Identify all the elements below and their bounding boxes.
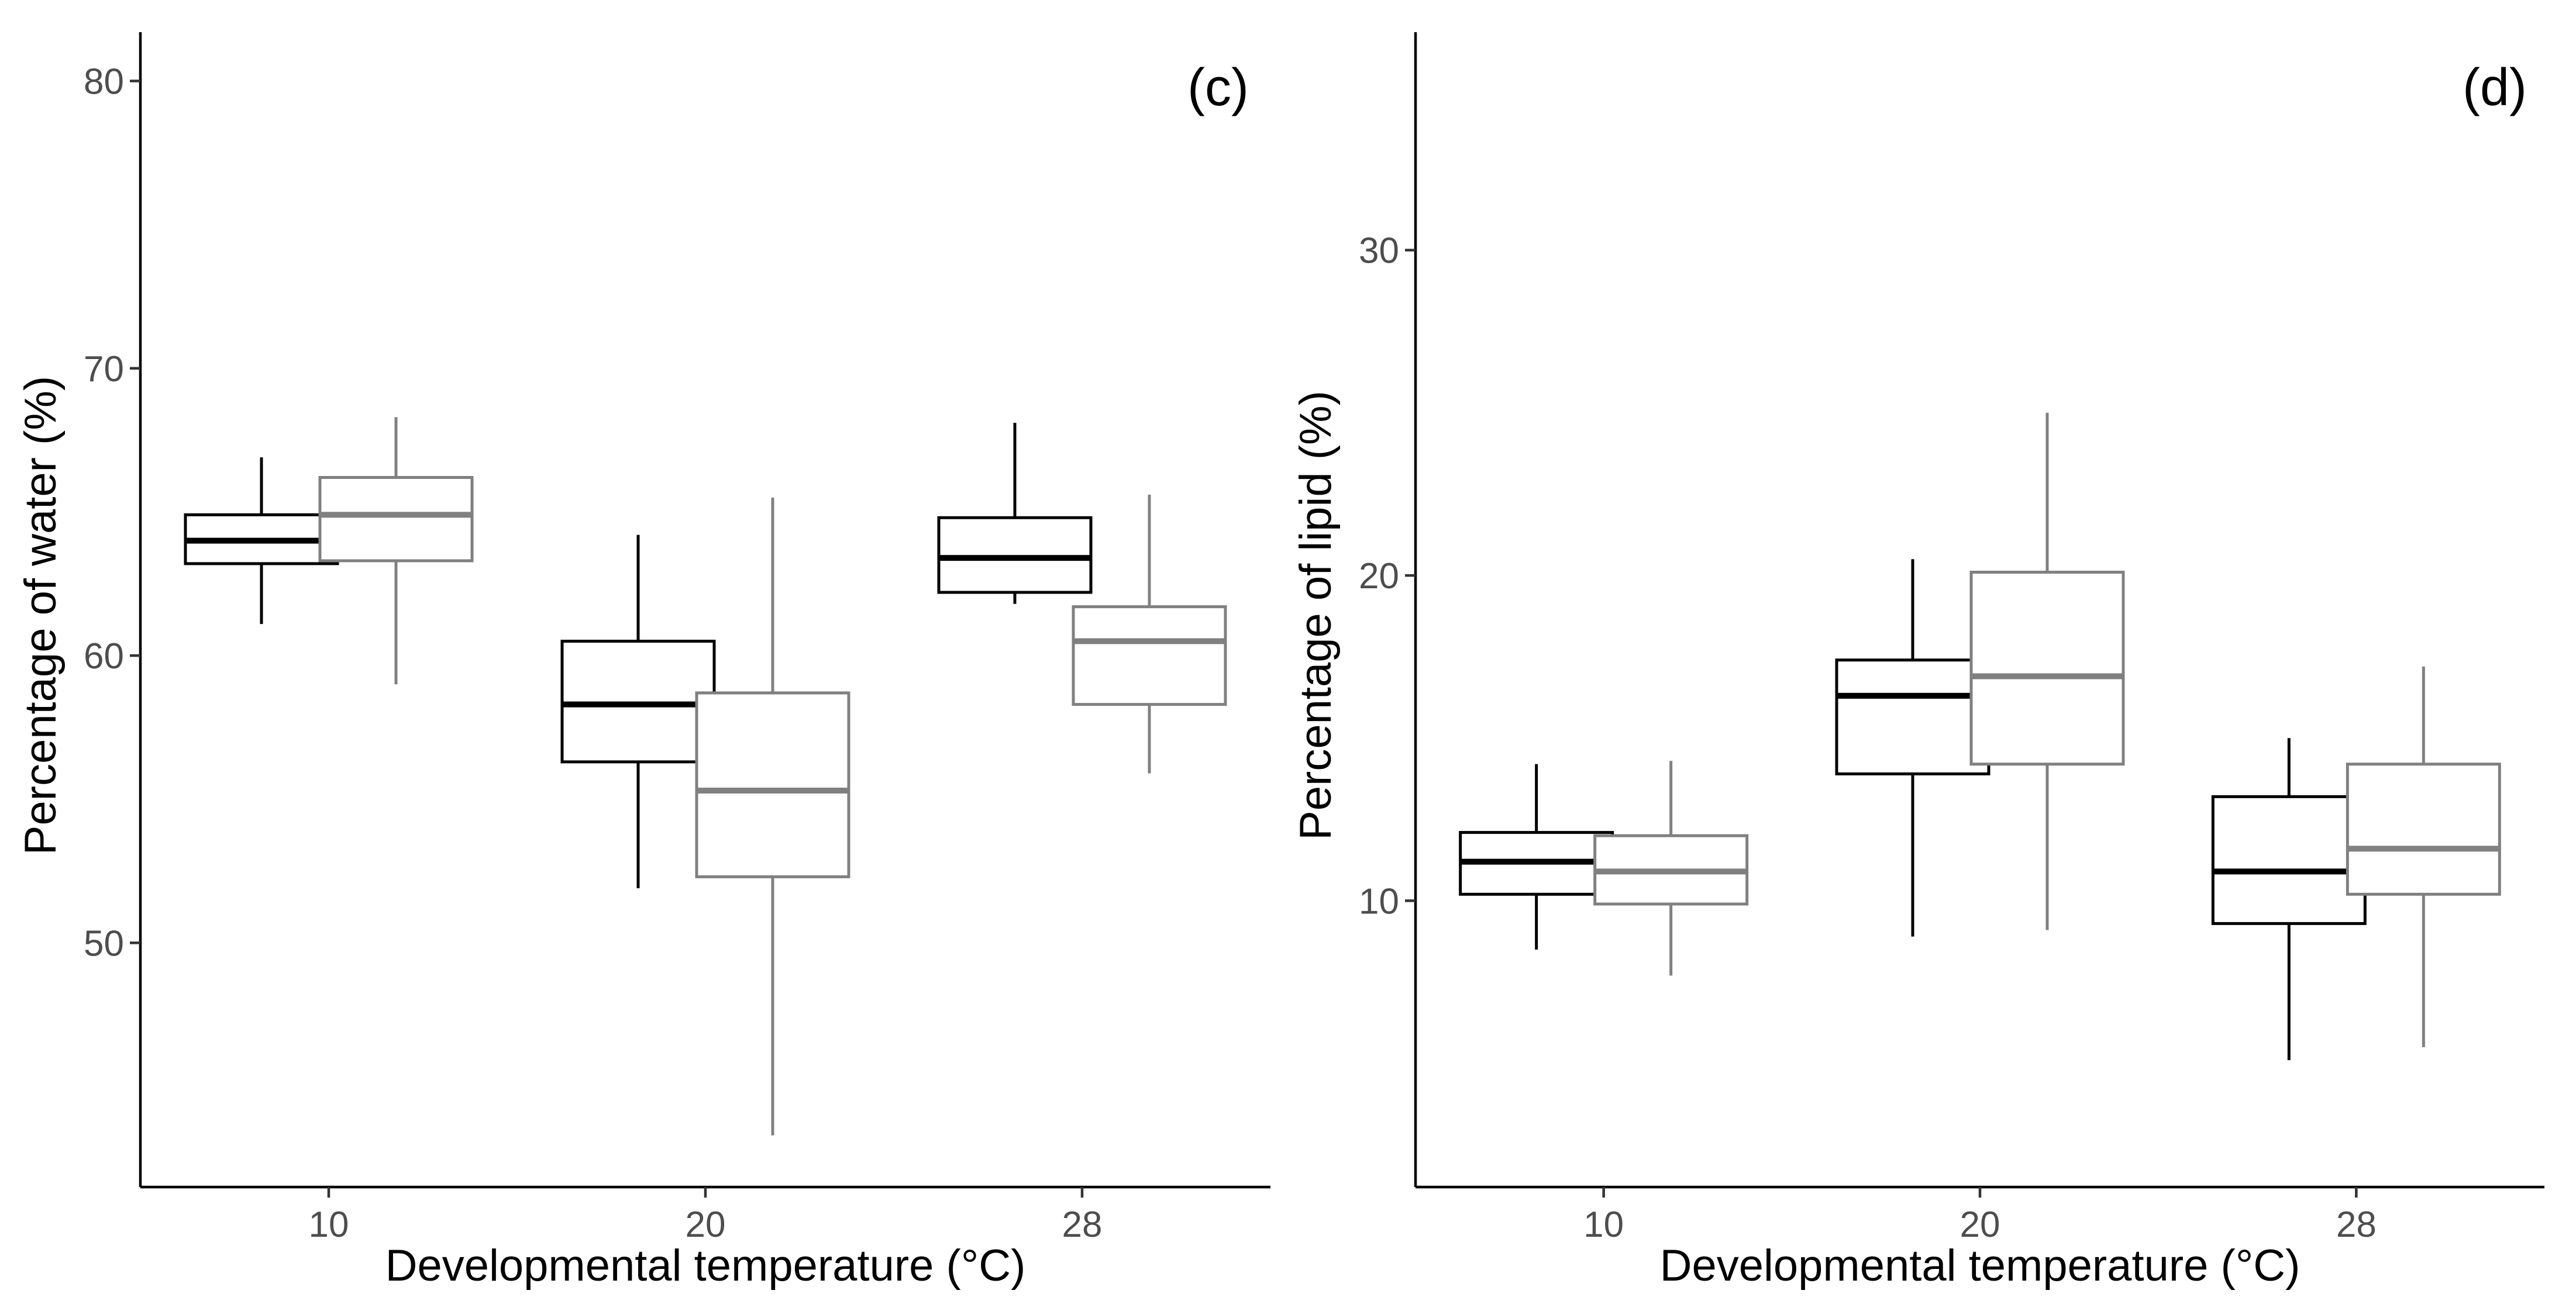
box-group-A-20 [560, 534, 716, 889]
panel-d: 10 20 30 10 20 28 Developmental temperature (°… [1291, 32, 2544, 1291]
box-group-B-20 [1969, 412, 2125, 930]
y-tick-label: 80 [84, 62, 124, 102]
box-group-A-10 [1459, 764, 1614, 950]
box-group-A-20 [1835, 559, 1990, 937]
iqr-box [1969, 571, 2125, 766]
x-tick-label: 20 [686, 1205, 726, 1245]
iqr-box [318, 476, 474, 563]
x-tick-label: 28 [1062, 1205, 1103, 1245]
y-tick-label: 20 [1359, 556, 1399, 596]
box-group-B-10 [318, 417, 474, 685]
y-tick-label: 30 [1359, 231, 1399, 271]
panel-label: (d) [2463, 58, 2527, 117]
y-axis-title: Percentage of water (%) [16, 376, 66, 855]
iqr-box [2346, 763, 2501, 896]
box-group-B-10 [1593, 761, 1749, 976]
x-axis-title: Developmental temperature (°C) [1660, 1241, 2301, 1291]
iqr-box [2211, 795, 2367, 925]
panel-c: 50 60 70 80 10 20 28 Developmental temperature … [16, 32, 1270, 1291]
y-tick-label: 70 [84, 349, 124, 389]
x-tick-label: 20 [1960, 1205, 2000, 1245]
x-tick-label: 28 [2336, 1205, 2377, 1245]
y-tick-label: 10 [1359, 881, 1399, 922]
y-tick-label: 60 [84, 636, 124, 677]
box-group-B-20 [695, 497, 850, 1136]
box-group-A-10 [184, 457, 339, 625]
box-group-A-28 [2211, 738, 2367, 1061]
box-group-B-28 [1072, 494, 1227, 774]
iqr-box [1835, 658, 1990, 775]
box-group-B-28 [2346, 666, 2501, 1047]
y-tick-label: 50 [84, 923, 124, 964]
iqr-box [1072, 605, 1227, 706]
panel-label: (c) [1187, 58, 1249, 117]
iqr-box [695, 691, 850, 878]
x-tick-label: 10 [1583, 1205, 1624, 1245]
x-tick-label: 10 [309, 1205, 349, 1245]
x-axis-title: Developmental temperature (°C) [385, 1241, 1026, 1291]
box-group-A-28 [937, 423, 1093, 604]
y-axis-title: Percentage of lipid (%) [1291, 391, 1341, 840]
